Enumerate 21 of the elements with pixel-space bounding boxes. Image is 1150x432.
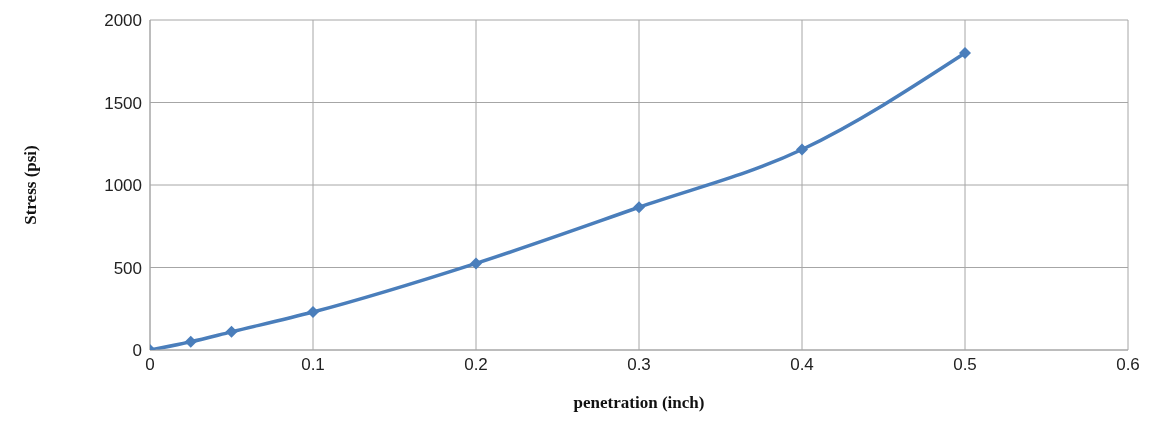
point [633,201,645,214]
point [225,325,238,338]
y-tick-label: 1500 [104,93,142,113]
x-tick-label: 0.3 [627,355,651,375]
x-tick-label: 0.5 [953,355,977,375]
y-axis-title: Stress (psi) [21,145,41,225]
x-tick-label: 0 [145,355,155,375]
point [470,257,482,270]
x-tick-label: 0.6 [1116,355,1140,375]
x-tick-label: 0.2 [464,355,488,375]
y-tick-label: 1000 [104,176,142,196]
point [307,306,319,319]
y-tick-label: 2000 [104,11,142,31]
y-tick-label: 0 [132,341,142,361]
x-tick-label: 0.1 [301,355,325,375]
point [184,335,197,348]
y-tick-label: 500 [113,258,142,278]
x-tick-label: 0.4 [790,355,814,375]
x-axis-title: penetration (inch) [573,393,705,412]
point [796,143,808,156]
point [959,47,971,59]
